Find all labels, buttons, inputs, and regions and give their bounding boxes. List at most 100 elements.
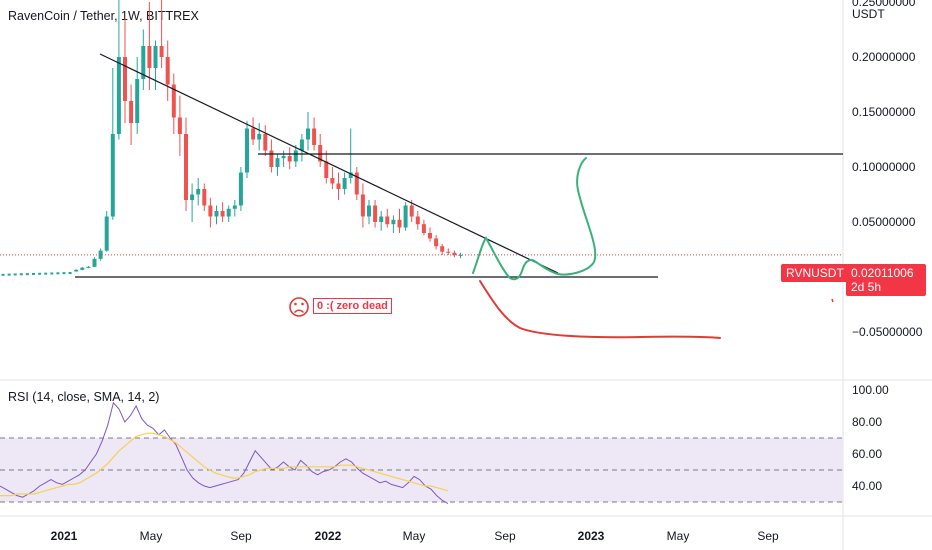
candle-body — [293, 150, 298, 162]
candle-body — [116, 57, 121, 134]
candle-body — [141, 46, 146, 79]
candle-body — [177, 117, 182, 134]
candle-body — [196, 189, 201, 195]
candle-body — [275, 158, 280, 167]
price-tick-label: 0.25000000 — [852, 0, 916, 9]
bullish-drawing[interactable] — [472, 157, 597, 281]
candle-body — [306, 128, 310, 140]
candle-body — [336, 183, 341, 189]
candle-body — [269, 150, 274, 167]
candle-body — [281, 156, 286, 159]
rsi-line — [0, 401, 449, 505]
candle-body — [367, 205, 371, 217]
rsi-tick-label: 100.00 — [852, 383, 889, 397]
candle-body — [415, 216, 420, 225]
descending-trendline[interactable] — [99, 53, 559, 274]
last-price-tag[interactable]: 0.02011006 2d 5h — [846, 264, 926, 296]
candle-body — [397, 219, 402, 228]
time-tick-label: 2023 — [578, 529, 605, 543]
candle-body — [202, 189, 207, 206]
time-tick-label: May — [403, 529, 426, 543]
candle-body — [238, 172, 243, 206]
candle — [25, 273, 29, 276]
candle-body — [80, 267, 85, 270]
bearish-drawing[interactable] — [479, 280, 721, 339]
zero-dead-note[interactable]: 0 :( zero dead — [313, 298, 392, 314]
candle-body — [354, 172, 359, 195]
candle-body — [391, 219, 396, 225]
chart-title: RavenCoin / Tether, 1W, BITTREX — [8, 9, 199, 23]
candle-body — [74, 269, 79, 272]
candle-body — [104, 216, 109, 251]
currency-label: USDT — [852, 7, 885, 21]
candle — [1, 273, 5, 276]
candlestick-series — [1, 0, 463, 276]
candle — [7, 273, 11, 276]
time-axis[interactable]: 2021 May Sep 2022 May Sep 2023 May Sep — [51, 529, 779, 543]
rsi-sma-line — [0, 432, 449, 497]
candle — [38, 272, 42, 275]
candle-body — [409, 205, 414, 217]
time-tick-label: Sep — [494, 529, 516, 543]
candle — [56, 272, 60, 275]
candle-body — [147, 46, 152, 68]
candle-body — [434, 238, 439, 247]
candle-body — [324, 161, 329, 178]
candle-body — [153, 46, 158, 68]
candle-body — [123, 57, 127, 101]
candle-body — [129, 101, 134, 123]
candle-body — [360, 194, 365, 217]
candle-body — [251, 128, 256, 140]
symbol-tag[interactable]: RVNUSDT — [781, 264, 849, 282]
last-price-value: 0.02011006 — [851, 266, 914, 280]
rsi-axis: 100.00 80.00 60.00 40.00 — [852, 383, 889, 493]
candle — [68, 271, 72, 274]
candle-body — [165, 57, 170, 85]
rsi-tick-label: 60.00 — [852, 447, 882, 461]
candle-body — [232, 205, 237, 209]
rsi-title: RSI (14, close, SMA, 14, 2) — [8, 390, 160, 404]
candle — [50, 272, 54, 275]
candle-body — [312, 128, 317, 145]
candle — [19, 273, 23, 276]
candle-body — [208, 205, 213, 217]
candle — [44, 272, 48, 275]
candle-body — [403, 205, 408, 228]
candle-body — [348, 172, 353, 178]
candle-body — [245, 128, 249, 173]
candle-body — [452, 252, 457, 255]
sad-face-icon — [289, 297, 309, 317]
candle-body — [440, 246, 445, 252]
stray-mark — [831, 298, 834, 303]
candle — [32, 272, 35, 275]
candle-body — [458, 254, 463, 256]
candle-body — [299, 139, 304, 151]
rsi-band — [0, 437, 843, 503]
time-tick-label: 2021 — [51, 529, 78, 543]
time-tick-label: 2022 — [315, 529, 342, 543]
rsi-tick-label: 40.00 — [852, 479, 882, 493]
candle-body — [92, 258, 97, 267]
candle-body — [86, 266, 91, 268]
candle-body — [318, 145, 323, 162]
candle-body — [214, 211, 219, 217]
candle-body — [110, 134, 115, 217]
candle-body — [220, 211, 225, 217]
candle-body — [263, 134, 268, 151]
candle-body — [257, 134, 262, 140]
price-tick-label: 0.15000000 — [852, 105, 916, 119]
price-tick-label: 0.20000000 — [852, 50, 916, 64]
candle-body — [159, 46, 164, 57]
rsi-tick-label: 80.00 — [852, 415, 882, 429]
price-tick-label: 0.05000000 — [852, 215, 916, 229]
candle-body — [98, 250, 103, 259]
price-tick-label: −0.05000000 — [852, 325, 923, 339]
candle-body — [190, 194, 195, 200]
candle — [13, 273, 17, 276]
time-tick-label: May — [140, 529, 163, 543]
time-tick-label: Sep — [757, 529, 779, 543]
candle-body — [184, 134, 188, 200]
candle-body — [342, 178, 347, 189]
candle-body — [373, 205, 378, 222]
